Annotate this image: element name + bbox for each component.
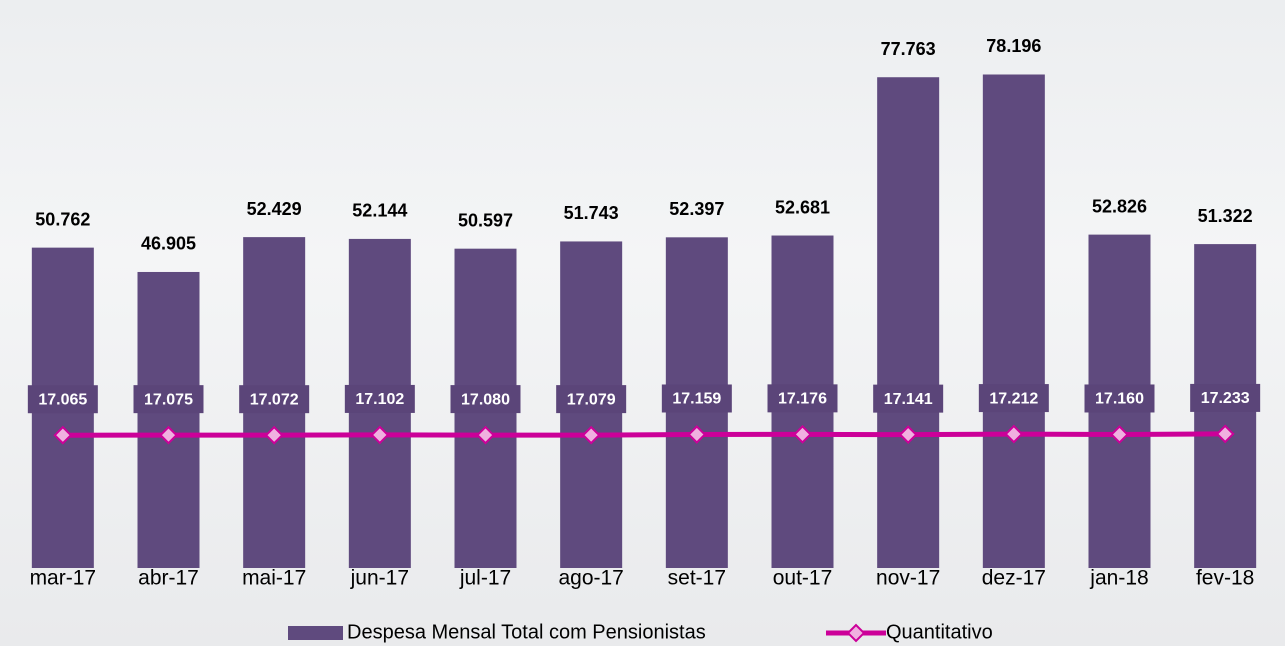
line-value-label: 17.141: [884, 391, 933, 408]
x-tick-label: dez-17: [982, 567, 1046, 590]
x-tick-label: nov-17: [876, 567, 940, 590]
line: [63, 434, 1225, 435]
line-value-label: 17.159: [672, 391, 721, 408]
x-tick-label: out-17: [773, 567, 833, 590]
line-value-label: 17.065: [38, 391, 87, 408]
x-tick-label: ago-17: [558, 567, 623, 590]
line-value-label: 17.079: [567, 391, 616, 408]
legend-label: Despesa Mensal Total com Pensionistas: [347, 621, 706, 643]
bar-value-label: 52.681: [775, 197, 830, 217]
x-tick-label: jul-17: [459, 567, 511, 590]
chart: mar-17 abr-17 mai-17 jun-17 jul-17 ago-17 set-…: [0, 0, 1285, 646]
x-tick-label: mar-17: [30, 567, 97, 590]
x-tick-label: abr-17: [138, 567, 199, 590]
line-value-label: 17.233: [1201, 390, 1250, 407]
x-tick-label: jan-18: [1089, 567, 1148, 590]
bar-value-label: 52.144: [352, 201, 407, 221]
line-value-label: 17.075: [144, 391, 193, 408]
bar-value-label: 52.429: [247, 199, 302, 219]
x-tick-label: set-17: [668, 567, 726, 590]
bar-value-label: 52.397: [669, 199, 724, 219]
x-tick-label: jun-17: [350, 567, 409, 590]
line-value-label: 17.176: [778, 391, 827, 408]
bar-value-label: 46.905: [141, 234, 196, 254]
bar-value-label: 51.322: [1198, 206, 1253, 226]
x-tick-label: mai-17: [242, 567, 306, 590]
line-value-label: 17.160: [1095, 391, 1144, 408]
line-value-label: 17.212: [989, 390, 1038, 407]
line-value-label: 17.080: [461, 391, 510, 408]
bar-value-label: 77.763: [881, 39, 936, 59]
page: mar-17 abr-17 mai-17 jun-17 jul-17 ago-17 set-…: [0, 0, 1285, 646]
line-value-label: 17.102: [355, 391, 404, 408]
legend-label: Quantitativo: [886, 621, 993, 643]
bar-value-label: 78.196: [986, 36, 1041, 56]
bar-value-label: 52.826: [1092, 196, 1147, 216]
bar-value-label: 51.743: [564, 203, 619, 223]
bar: [138, 272, 200, 568]
bar-value-label: 50.762: [35, 209, 90, 229]
bar: [877, 77, 939, 568]
line-value-label: 17.072: [250, 391, 299, 408]
legend-swatch: [288, 626, 343, 640]
bar: [983, 74, 1045, 568]
bar-value-label: 50.597: [458, 210, 513, 230]
legend-swatch: [848, 625, 864, 641]
x-tick-label: fev-18: [1196, 567, 1254, 590]
